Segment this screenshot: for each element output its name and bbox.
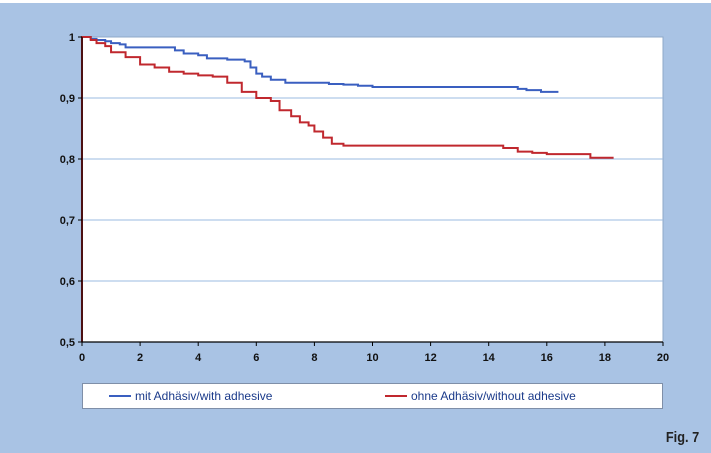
top-stripe bbox=[0, 0, 711, 3]
y-tick-label: 0,6 bbox=[60, 276, 75, 288]
legend-swatch-with-adhesive bbox=[109, 395, 131, 397]
x-tick-label: 14 bbox=[483, 352, 496, 364]
legend-label-with-adhesive: mit Adhäsiv/with adhesive bbox=[135, 389, 273, 403]
y-tick-label: 0,5 bbox=[60, 337, 75, 349]
x-tick-label: 2 bbox=[137, 352, 143, 364]
x-tick-label: 12 bbox=[424, 352, 436, 364]
x-tick-label: 4 bbox=[195, 352, 202, 364]
y-tick-label: 0,7 bbox=[60, 215, 75, 227]
y-tick-label: 0,9 bbox=[60, 93, 75, 105]
x-tick-label: 0 bbox=[79, 352, 85, 364]
gridlines bbox=[82, 97, 663, 282]
legend-item-with-adhesive: mit Adhäsiv/with adhesive bbox=[109, 389, 272, 403]
series-line-without-adhesive bbox=[81, 36, 614, 342]
x-tick-label: 8 bbox=[311, 352, 317, 364]
legend: mit Adhäsiv/with adhesive ohne Adhäsiv/w… bbox=[82, 383, 663, 409]
axes bbox=[78, 36, 664, 346]
tick-labels: 0,50,60,70,80,910 2 4 6 8 10 12 14 16 18 20 bbox=[60, 32, 669, 364]
series-lines bbox=[81, 36, 614, 342]
legend-swatch-without-adhesive bbox=[385, 395, 407, 397]
y-tick-label: 0,8 bbox=[60, 154, 75, 166]
plot-area bbox=[81, 36, 664, 343]
y-tick-label: 1 bbox=[69, 32, 75, 44]
legend-label-without-adhesive: ohne Adhäsiv/without adhesive bbox=[411, 389, 576, 403]
series-line-with-adhesive bbox=[81, 36, 559, 342]
x-tick-label: 16 bbox=[541, 352, 553, 364]
x-tick-label: 18 bbox=[599, 352, 611, 364]
x-tick-label: 6 bbox=[253, 352, 259, 364]
x-tick-label: 10 bbox=[366, 352, 378, 364]
legend-item-without-adhesive: ohne Adhäsiv/without adhesive bbox=[385, 389, 576, 403]
x-tick-label: 20 bbox=[657, 352, 669, 364]
figure-label: Fig. 7 bbox=[665, 429, 699, 446]
